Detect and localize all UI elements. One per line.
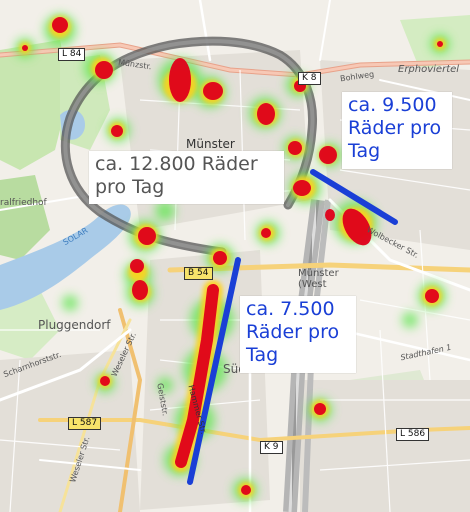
center-count-label: ca. 12.800 Räder pro Tag xyxy=(89,151,284,204)
street-friedhof: ralfriedhof xyxy=(0,198,47,208)
aasee-lake xyxy=(0,204,131,310)
road-shield-l586: L 586 xyxy=(396,428,430,441)
south-count-label: ca. 7.500 Räder pro Tag xyxy=(240,296,356,373)
place-muenster-west: Münster (West xyxy=(298,268,339,290)
east-count-label: ca. 9.500 Räder pro Tag xyxy=(342,92,452,169)
east-marker-line xyxy=(310,169,398,225)
place-erphoviertel: Erphoviertel xyxy=(398,64,460,75)
road-shield-b54: B 54 xyxy=(184,267,213,280)
road-shield-k9: K 9 xyxy=(260,441,283,454)
road-shield-l84: L 84 xyxy=(58,48,86,61)
road-shield-k8: K 8 xyxy=(298,72,321,85)
south-marker-line xyxy=(187,257,241,485)
place-muenster: Münster xyxy=(186,137,235,151)
road-shield-l587: L 587 xyxy=(68,417,102,430)
heatmap-hot xyxy=(22,17,443,495)
place-pluggendorf: Pluggendorf xyxy=(38,318,111,332)
count-marker-lines xyxy=(187,169,398,485)
